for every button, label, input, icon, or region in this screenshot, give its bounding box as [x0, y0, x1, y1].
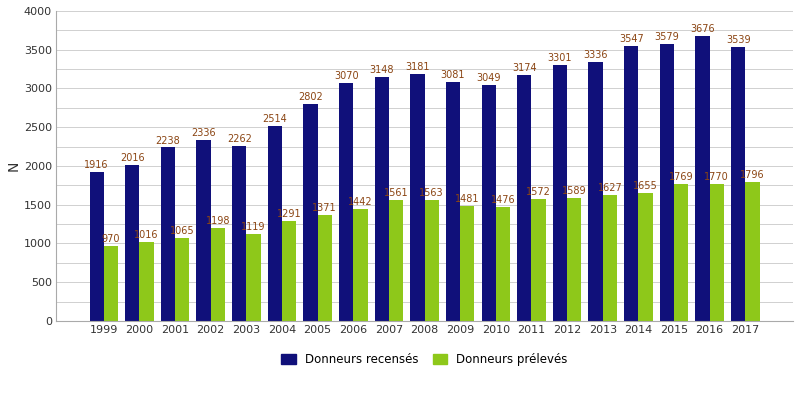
Bar [197, 140, 210, 321]
Bar [531, 199, 546, 321]
Text: 1442: 1442 [348, 197, 373, 207]
Bar [125, 165, 139, 321]
Text: 1655: 1655 [633, 181, 658, 191]
Bar [139, 242, 154, 321]
Text: 1572: 1572 [526, 187, 551, 197]
Bar [695, 36, 710, 321]
Bar [161, 147, 175, 321]
Bar [339, 83, 354, 321]
Text: 3547: 3547 [619, 34, 644, 44]
Text: 3181: 3181 [405, 63, 430, 73]
Text: 1371: 1371 [313, 203, 337, 213]
Bar [410, 75, 425, 321]
Bar [425, 200, 438, 321]
Text: 1589: 1589 [562, 186, 586, 196]
Text: 1770: 1770 [705, 172, 729, 182]
Y-axis label: N: N [7, 161, 21, 171]
Text: 1561: 1561 [384, 188, 408, 198]
Text: 970: 970 [102, 234, 120, 244]
Text: 1119: 1119 [242, 222, 266, 232]
Text: 3301: 3301 [548, 53, 572, 63]
Text: 1796: 1796 [740, 170, 765, 180]
Bar [674, 184, 688, 321]
Bar [482, 84, 496, 321]
Text: 3081: 3081 [441, 70, 466, 80]
Text: 1769: 1769 [669, 172, 694, 182]
Bar [303, 104, 318, 321]
Text: 2802: 2802 [298, 92, 323, 102]
Bar [567, 198, 582, 321]
Text: 3676: 3676 [690, 24, 715, 34]
Text: 1291: 1291 [277, 209, 302, 219]
Text: 2336: 2336 [191, 128, 216, 138]
Text: 2514: 2514 [262, 114, 287, 124]
Text: 3174: 3174 [512, 63, 537, 73]
Bar [90, 173, 104, 321]
Bar [460, 206, 474, 321]
Text: 3539: 3539 [726, 35, 750, 45]
Bar [175, 239, 190, 321]
Bar [268, 126, 282, 321]
Text: 3049: 3049 [477, 73, 501, 83]
Bar [602, 195, 617, 321]
Text: 1627: 1627 [598, 183, 622, 193]
Bar [624, 46, 638, 321]
Bar [246, 234, 261, 321]
Bar [517, 75, 531, 321]
Text: 3148: 3148 [370, 65, 394, 75]
Text: 1016: 1016 [134, 230, 158, 240]
Text: 3336: 3336 [583, 50, 608, 61]
Bar [282, 221, 296, 321]
Text: 1563: 1563 [419, 188, 444, 198]
Bar [553, 65, 567, 321]
Text: 3070: 3070 [334, 71, 358, 81]
Text: 3579: 3579 [654, 32, 679, 42]
Bar [660, 44, 674, 321]
Bar [589, 62, 602, 321]
Text: 2016: 2016 [120, 153, 145, 163]
Text: 1476: 1476 [490, 194, 515, 205]
Text: 2238: 2238 [155, 136, 180, 145]
Bar [210, 228, 225, 321]
Text: 1198: 1198 [206, 216, 230, 226]
Bar [104, 246, 118, 321]
Bar [638, 193, 653, 321]
Text: 1065: 1065 [170, 227, 194, 236]
Text: 1916: 1916 [84, 161, 109, 171]
Bar [232, 145, 246, 321]
Bar [389, 200, 403, 321]
Bar [318, 215, 332, 321]
Bar [354, 209, 367, 321]
Legend: Donneurs recensés, Donneurs prélevés: Donneurs recensés, Donneurs prélevés [277, 348, 572, 371]
Bar [746, 182, 759, 321]
Bar [731, 47, 746, 321]
Text: 2262: 2262 [226, 133, 252, 144]
Bar [710, 184, 724, 321]
Bar [446, 82, 460, 321]
Bar [374, 77, 389, 321]
Text: 1481: 1481 [455, 194, 479, 204]
Bar [496, 206, 510, 321]
